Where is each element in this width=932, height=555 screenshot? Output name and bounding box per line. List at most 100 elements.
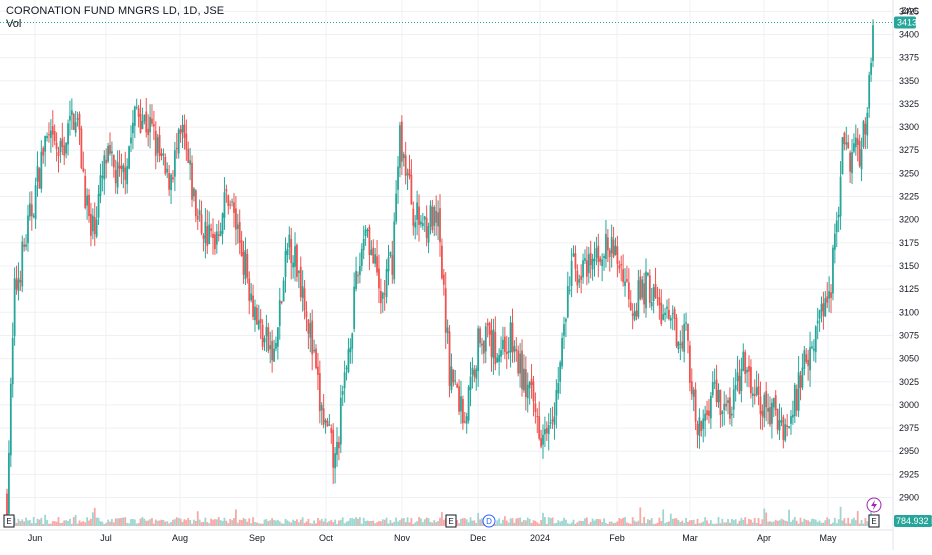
- candle-body: [330, 428, 333, 434]
- volume-bar: [545, 523, 548, 526]
- volume-bar: [849, 523, 852, 526]
- candle-body: [332, 430, 335, 468]
- candle-body: [34, 185, 37, 219]
- volume-bar: [786, 521, 789, 526]
- volume-bar: [631, 517, 634, 526]
- candle-body: [25, 244, 27, 247]
- volume-bar: [851, 519, 853, 526]
- candle-body: [814, 326, 817, 353]
- candle-body: [595, 248, 598, 258]
- volume-bar: [347, 520, 350, 526]
- volume-bar: [214, 519, 216, 526]
- volume-bar: [469, 517, 472, 526]
- candle-body: [233, 202, 235, 213]
- candle-body: [30, 204, 33, 217]
- volume-bar: [389, 520, 392, 526]
- volume-bar: [296, 519, 298, 526]
- volume-bar: [576, 522, 579, 526]
- candle-body: [269, 345, 272, 350]
- candle-body: [183, 124, 186, 139]
- volume-bar: [376, 522, 378, 526]
- candle-body: [744, 352, 747, 375]
- volume-bar: [681, 520, 684, 526]
- candle-body: [597, 245, 600, 263]
- candle-body: [328, 424, 331, 426]
- volume-bar: [105, 522, 108, 526]
- candle-body: [601, 259, 604, 267]
- candle-body: [15, 279, 18, 290]
- volume-bar: [120, 517, 123, 526]
- candle-body: [278, 300, 281, 326]
- candle-body: [637, 280, 640, 318]
- candle-body: [658, 297, 661, 306]
- candle-body: [191, 162, 193, 200]
- volume-bar: [250, 523, 253, 526]
- volume-bar: [366, 520, 369, 526]
- candle-body: [271, 340, 274, 361]
- candle-body: [168, 172, 171, 190]
- candle-body: [540, 438, 542, 447]
- volume-bar: [15, 522, 18, 526]
- candle-body: [339, 397, 342, 445]
- candle-body: [448, 331, 451, 386]
- candle-body: [383, 293, 386, 295]
- candle-body: [778, 420, 781, 431]
- volume-bar: [463, 518, 466, 526]
- last-price-tag: [894, 16, 916, 29]
- volume-bar: [156, 520, 159, 526]
- volume-bar: [181, 521, 184, 526]
- candle-body: [811, 346, 813, 349]
- candle-body: [523, 368, 525, 391]
- candle-body: [286, 248, 289, 255]
- volume-tag: [894, 515, 932, 527]
- volume-bar: [626, 522, 628, 526]
- volume-bar: [67, 520, 69, 526]
- volume-bar: [639, 507, 642, 526]
- candle-body: [429, 205, 432, 227]
- candle-body: [177, 129, 180, 154]
- earnings-marker[interactable]: [868, 514, 880, 528]
- volume-bar: [574, 523, 577, 526]
- earnings-marker[interactable]: [445, 514, 457, 528]
- volume-bar: [866, 521, 869, 526]
- volume-bar: [837, 519, 840, 526]
- volume-bar: [814, 519, 817, 526]
- volume-bar: [717, 517, 720, 526]
- candle-body: [149, 116, 151, 133]
- candle-body: [542, 434, 544, 445]
- candle-body: [730, 413, 733, 416]
- volume-bar: [732, 520, 735, 526]
- volume-bar: [387, 523, 390, 526]
- earnings-label: E: [6, 517, 11, 526]
- time-axis-label: Jun: [28, 533, 43, 543]
- candle-body: [61, 138, 64, 147]
- earnings-marker[interactable]: [3, 514, 15, 528]
- candle-body: [166, 168, 169, 173]
- candle-body: [410, 174, 413, 205]
- candle-body: [147, 128, 150, 136]
- volume-bar: [772, 521, 775, 526]
- volume-bar: [650, 518, 653, 526]
- volume-bar: [32, 517, 35, 526]
- candle-body: [496, 357, 499, 363]
- candle-body: [608, 250, 611, 258]
- volume-bar: [202, 521, 205, 526]
- candle-body: [862, 121, 865, 148]
- volume-value-label: 784.932 K: [896, 516, 932, 526]
- candle-body: [538, 416, 541, 439]
- candle-body: [771, 402, 773, 424]
- volume-bar: [622, 517, 625, 526]
- candle-body: [194, 190, 197, 217]
- candle-body: [78, 113, 81, 130]
- volume-bar: [257, 523, 260, 526]
- candle-body: [238, 222, 241, 243]
- volume-bar: [395, 517, 398, 526]
- candle-body: [667, 309, 670, 319]
- time-axis-label: Mar: [682, 533, 698, 543]
- candle-body: [833, 233, 836, 250]
- volume-bar: [378, 521, 380, 526]
- volume-bar: [318, 520, 321, 526]
- dividend-marker[interactable]: [482, 514, 496, 528]
